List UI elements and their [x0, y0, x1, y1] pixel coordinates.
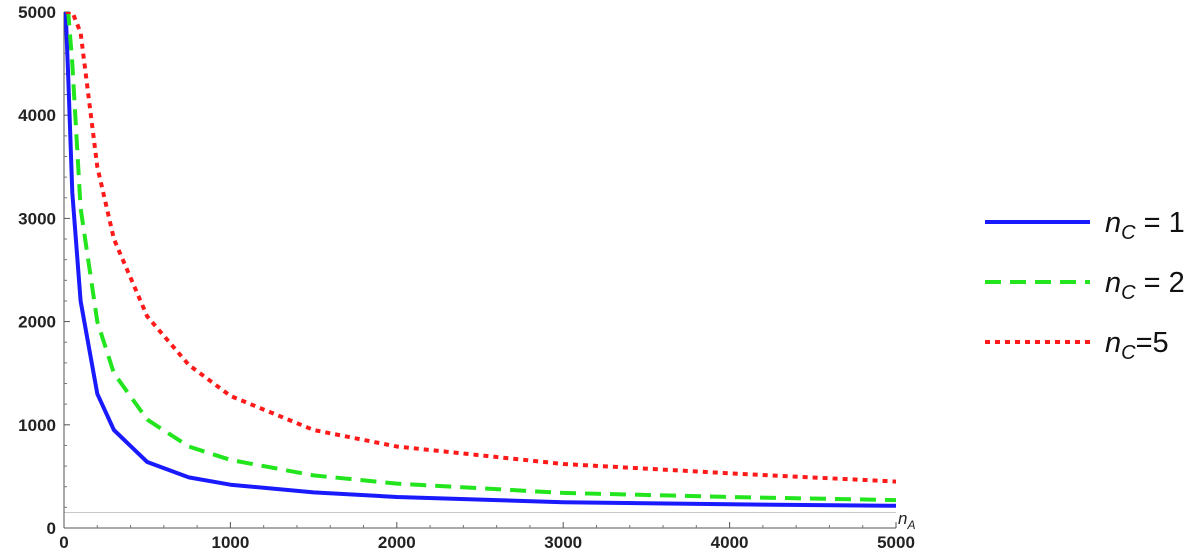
legend-label-var: n — [1105, 327, 1121, 359]
legend-label-var: n — [1105, 207, 1121, 239]
y-tick-label: 0 — [47, 519, 56, 538]
legend-label-2: nC = 2 — [1105, 267, 1185, 304]
y-tick-label: 1000 — [18, 416, 56, 435]
y-tick-label: 3000 — [18, 209, 56, 228]
axes-group — [63, 12, 896, 529]
legend-label-sub: C — [1121, 342, 1136, 364]
series-line-2 — [65, 12, 896, 503]
series-line-3 — [65, 12, 896, 484]
series-layer — [64, 12, 896, 508]
legend-label-3: nC=5 — [1105, 327, 1169, 364]
legend-label-1: nC = 1 — [1105, 207, 1185, 244]
legend: nC = 1nC = 2nC=5 — [985, 207, 1185, 364]
y-tick-label: 2000 — [18, 313, 56, 332]
legend-label-sub: C — [1121, 282, 1136, 304]
x-tick-label: 2000 — [378, 533, 416, 552]
legend-label-value: = 2 — [1136, 267, 1185, 299]
ticks-group: 0 1000 2000 3000 4000 5000 0 1000 2000 3000 4000 50… — [18, 3, 915, 552]
x-axis-label: nA — [898, 509, 915, 532]
x-tick-label: 3000 — [544, 533, 582, 552]
legend-label-sub: C — [1121, 222, 1136, 244]
series-line-1 — [64, 12, 896, 508]
x-tick-label: 1000 — [211, 533, 249, 552]
legend-label-var: n — [1105, 267, 1121, 299]
x-axis-label-main: n — [898, 509, 907, 528]
x-tick-label: 5000 — [877, 533, 915, 552]
legend-label-value: =5 — [1136, 327, 1169, 359]
x-axis-label-sub: A — [906, 518, 915, 532]
x-tick-label: 4000 — [711, 533, 749, 552]
y-tick-label: 5000 — [18, 3, 56, 22]
y-tick-label: 4000 — [18, 106, 56, 125]
x-tick-label: 0 — [59, 533, 68, 552]
legend-label-value: = 1 — [1136, 207, 1185, 239]
